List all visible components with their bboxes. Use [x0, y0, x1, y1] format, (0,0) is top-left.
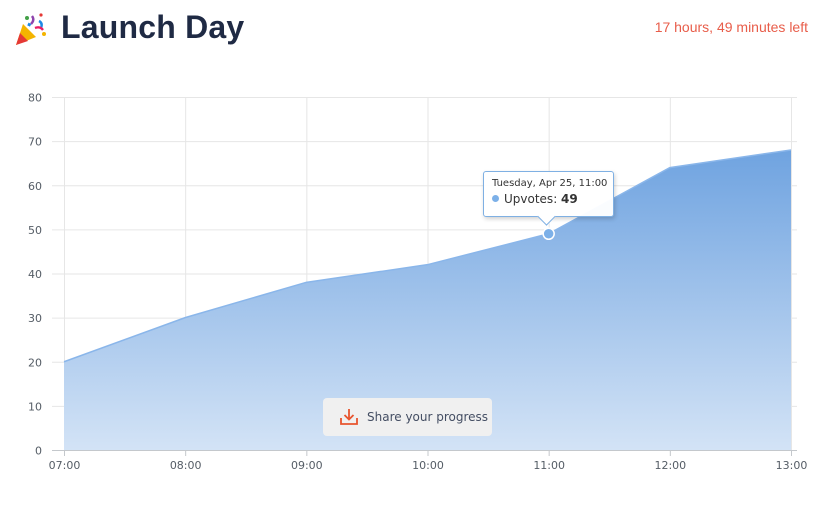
chart-points [542, 227, 555, 241]
y-tick-label: 70 [28, 136, 42, 149]
time-left-label: 17 hours, 49 minutes left [654, 19, 808, 35]
y-tick-label: 60 [28, 180, 42, 193]
series-line-upvotes [63, 149, 792, 363]
tooltip-colon: : [553, 192, 562, 206]
y-tick-label: 50 [28, 224, 42, 237]
x-tick-label: 13:00 [776, 459, 808, 472]
series-marker-icon [492, 195, 499, 202]
tooltip-date: Tuesday, Apr 25, 11:00 [492, 178, 608, 189]
tooltip-series-label: Upvotes [504, 192, 554, 206]
header: Launch Day 17 hours, 49 minutes left [0, 0, 836, 60]
x-tick-label: 11:00 [533, 459, 565, 472]
party-popper-icon [16, 13, 46, 45]
chart-area [63, 149, 792, 450]
y-tick-label: 80 [28, 92, 42, 105]
y-tick-label: 10 [28, 400, 42, 413]
series-area-upvotes [64, 149, 791, 450]
y-tick-label: 20 [28, 356, 42, 369]
x-tick-label: 09:00 [291, 459, 323, 472]
x-tick-label: 10:00 [412, 459, 444, 472]
chart-tooltip: Tuesday, Apr 25, 11:00 Upvotes: 49 [483, 171, 614, 217]
y-tick-label: 30 [28, 312, 42, 325]
highlighted-data-point [542, 227, 555, 241]
share-progress-label: Share your progress [367, 410, 489, 424]
tooltip-value: 49 [561, 192, 578, 206]
chart-axes: 0 10 20 30 40 50 60 70 80 07:00 08:00 09:00 10:00 11:… [28, 92, 807, 473]
x-tick-label: 07:00 [49, 459, 81, 472]
download-icon [340, 409, 358, 425]
share-progress-button[interactable]: Share your progress [323, 398, 492, 436]
y-tick-label: 40 [28, 268, 42, 281]
y-tick-label: 0 [35, 445, 42, 458]
x-tick-label: 08:00 [170, 459, 202, 472]
tooltip-value-row: Upvotes: 49 [492, 192, 613, 206]
page-title: Launch Day [61, 9, 245, 45]
x-tick-label: 12:00 [654, 459, 686, 472]
